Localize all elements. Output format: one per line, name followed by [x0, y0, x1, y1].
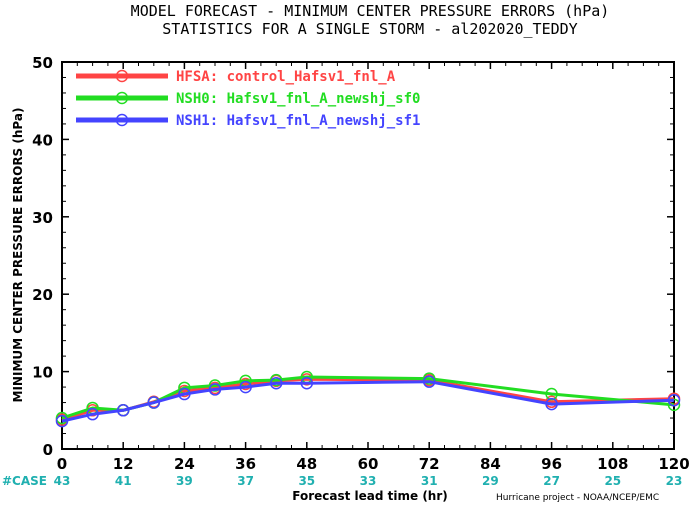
- case-count: 27: [543, 474, 560, 488]
- data-point-2: [667, 393, 681, 407]
- y-axis-label: MINIMUM CENTER PRESSURE ERRORS (hPa): [11, 108, 25, 403]
- data-point-1: [667, 398, 681, 412]
- x-tick-label: 36: [235, 455, 256, 473]
- x-tick-label: 120: [658, 455, 689, 473]
- case-count: 31: [421, 474, 438, 488]
- data-point-2: [239, 380, 252, 394]
- case-count: 41: [115, 474, 132, 488]
- x-tick-label: 48: [296, 455, 317, 473]
- case-count: 23: [666, 474, 683, 488]
- data-point-2: [422, 375, 436, 388]
- data-point-1: [269, 373, 283, 387]
- data-point-2: [208, 383, 222, 396]
- case-label: #CASE: [2, 474, 47, 488]
- series-line-0: [61, 377, 675, 422]
- data-point-1: [55, 411, 69, 425]
- legend-entry-0: HFSA: control_Hafsv1_fnl_A: [176, 69, 396, 85]
- data-point-2: [147, 396, 161, 409]
- plot-axes: [61, 61, 675, 450]
- legend-entry-1: NSH0: Hafsv1_fnl_A_newshj_sf0: [176, 91, 420, 107]
- x-tick-label: 96: [541, 455, 562, 473]
- data-point-0: [239, 377, 252, 391]
- legend-marker-1: [115, 91, 129, 105]
- x-tick-label: 0: [57, 455, 67, 473]
- data-point-2: [178, 387, 191, 401]
- data-point-1: [208, 379, 222, 392]
- y-tick-label: 30: [32, 209, 53, 227]
- y-tick-label: 40: [32, 131, 53, 149]
- x-tick-label: 108: [597, 455, 628, 473]
- x-tick-label: 84: [480, 455, 501, 473]
- series-lines: [55, 370, 681, 428]
- case-count: 33: [360, 474, 377, 488]
- case-count: 35: [298, 474, 315, 488]
- data-point-2: [116, 404, 130, 417]
- case-count: 43: [54, 474, 71, 488]
- x-axis-label: Forecast lead time (hr): [292, 489, 448, 503]
- y-tick-label: 0: [43, 441, 53, 459]
- x-tick-label: 12: [113, 455, 134, 473]
- chart-subtitle: STATISTICS FOR A SINGLE STORM - al202020…: [162, 20, 577, 38]
- legend-marker-2: [115, 113, 129, 127]
- x-tick-labels: 0 12 24 36 48 60 72 84 96 108 120: [57, 455, 690, 473]
- case-count: 39: [176, 474, 193, 488]
- legend-entry-2: NSH1: Hafsv1_fnl_A_newshj_sf1: [176, 113, 420, 129]
- case-counts: 43 41 39 37 35 33 31 29 27 25 23: [54, 474, 683, 488]
- case-count: 37: [237, 474, 254, 488]
- x-tick-label: 24: [174, 455, 195, 473]
- y-tick-label: 20: [32, 286, 53, 304]
- legend-marker-0: [115, 69, 129, 83]
- data-point-2: [86, 407, 99, 421]
- data-point-2: [545, 397, 558, 411]
- legend: HFSA: control_Hafsv1_fnl_A NSH0: Hafsv1_f…: [76, 69, 420, 129]
- data-point-2: [269, 376, 283, 390]
- chart-title: MODEL FORECAST - MINIMUM CENTER PRESSURE…: [131, 2, 610, 20]
- y-tick-label: 50: [32, 54, 53, 72]
- y-tick-labels: 0 10 20 30 40 50: [32, 54, 53, 459]
- case-count: 25: [604, 474, 621, 488]
- credit-text: Hurricane project - NOAA/NCEP/EMC: [496, 493, 659, 503]
- y-tick-label: 10: [32, 364, 53, 382]
- data-point-2: [55, 414, 69, 428]
- x-tick-label: 60: [358, 455, 379, 473]
- data-point-1: [422, 372, 436, 385]
- case-count: 29: [482, 474, 499, 488]
- x-tick-label: 72: [419, 455, 440, 473]
- data-point-1: [545, 387, 558, 401]
- data-point-2: [300, 376, 314, 390]
